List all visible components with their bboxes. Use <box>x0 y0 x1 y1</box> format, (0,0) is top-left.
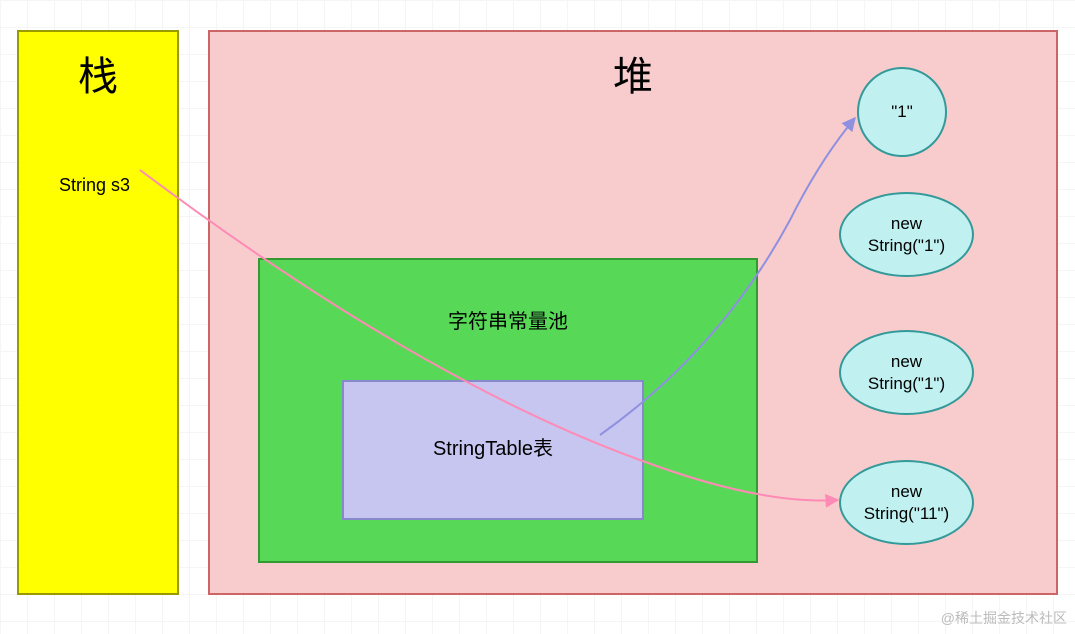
heap-object-new-string-1b: newString("1") <box>839 330 974 415</box>
stack-box: 栈 String s3 <box>17 30 179 595</box>
heap-object-new-string-11: newString("11") <box>839 460 974 545</box>
string-table-box: StringTable表 <box>342 380 644 520</box>
heap-object-label: newString("1") <box>868 213 945 256</box>
heap-object-label: "1" <box>891 101 913 122</box>
string-pool-title: 字符串常量池 <box>260 260 756 334</box>
heap-object-new-string-1a: newString("1") <box>839 192 974 277</box>
string-table-title: StringTable表 <box>344 382 642 461</box>
heap-object-label: newString("1") <box>868 351 945 394</box>
stack-title: 栈 <box>19 32 177 102</box>
heap-object-label: newString("11") <box>864 481 949 524</box>
stack-variable: String s3 <box>59 175 130 196</box>
heap-object-literal-1: "1" <box>857 67 947 157</box>
watermark: @稀土掘金技术社区 <box>941 608 1067 628</box>
